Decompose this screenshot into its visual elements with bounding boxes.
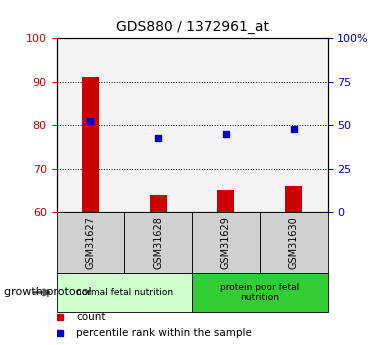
Bar — [57, 38, 124, 212]
Bar — [192, 38, 260, 212]
Text: GSM31627: GSM31627 — [85, 216, 96, 269]
Bar — [124, 38, 192, 212]
Text: GSM31629: GSM31629 — [221, 216, 231, 269]
Bar — [260, 38, 328, 212]
Bar — [82, 77, 99, 212]
Text: normal fetal nutrition: normal fetal nutrition — [76, 288, 173, 297]
Bar — [218, 190, 234, 212]
Bar — [57, 273, 192, 312]
Text: count: count — [76, 312, 106, 322]
Bar — [260, 212, 328, 273]
Bar — [192, 273, 328, 312]
Text: growth protocol: growth protocol — [4, 287, 92, 297]
Bar — [124, 212, 192, 273]
Text: GSM31630: GSM31630 — [289, 216, 299, 269]
Text: percentile rank within the sample: percentile rank within the sample — [76, 328, 252, 338]
Bar — [285, 186, 302, 212]
Bar — [192, 212, 260, 273]
Bar — [57, 212, 124, 273]
Title: GDS880 / 1372961_at: GDS880 / 1372961_at — [115, 20, 269, 34]
Text: GSM31628: GSM31628 — [153, 216, 163, 269]
Text: protein poor fetal
nutrition: protein poor fetal nutrition — [220, 283, 300, 302]
Bar — [150, 195, 167, 212]
